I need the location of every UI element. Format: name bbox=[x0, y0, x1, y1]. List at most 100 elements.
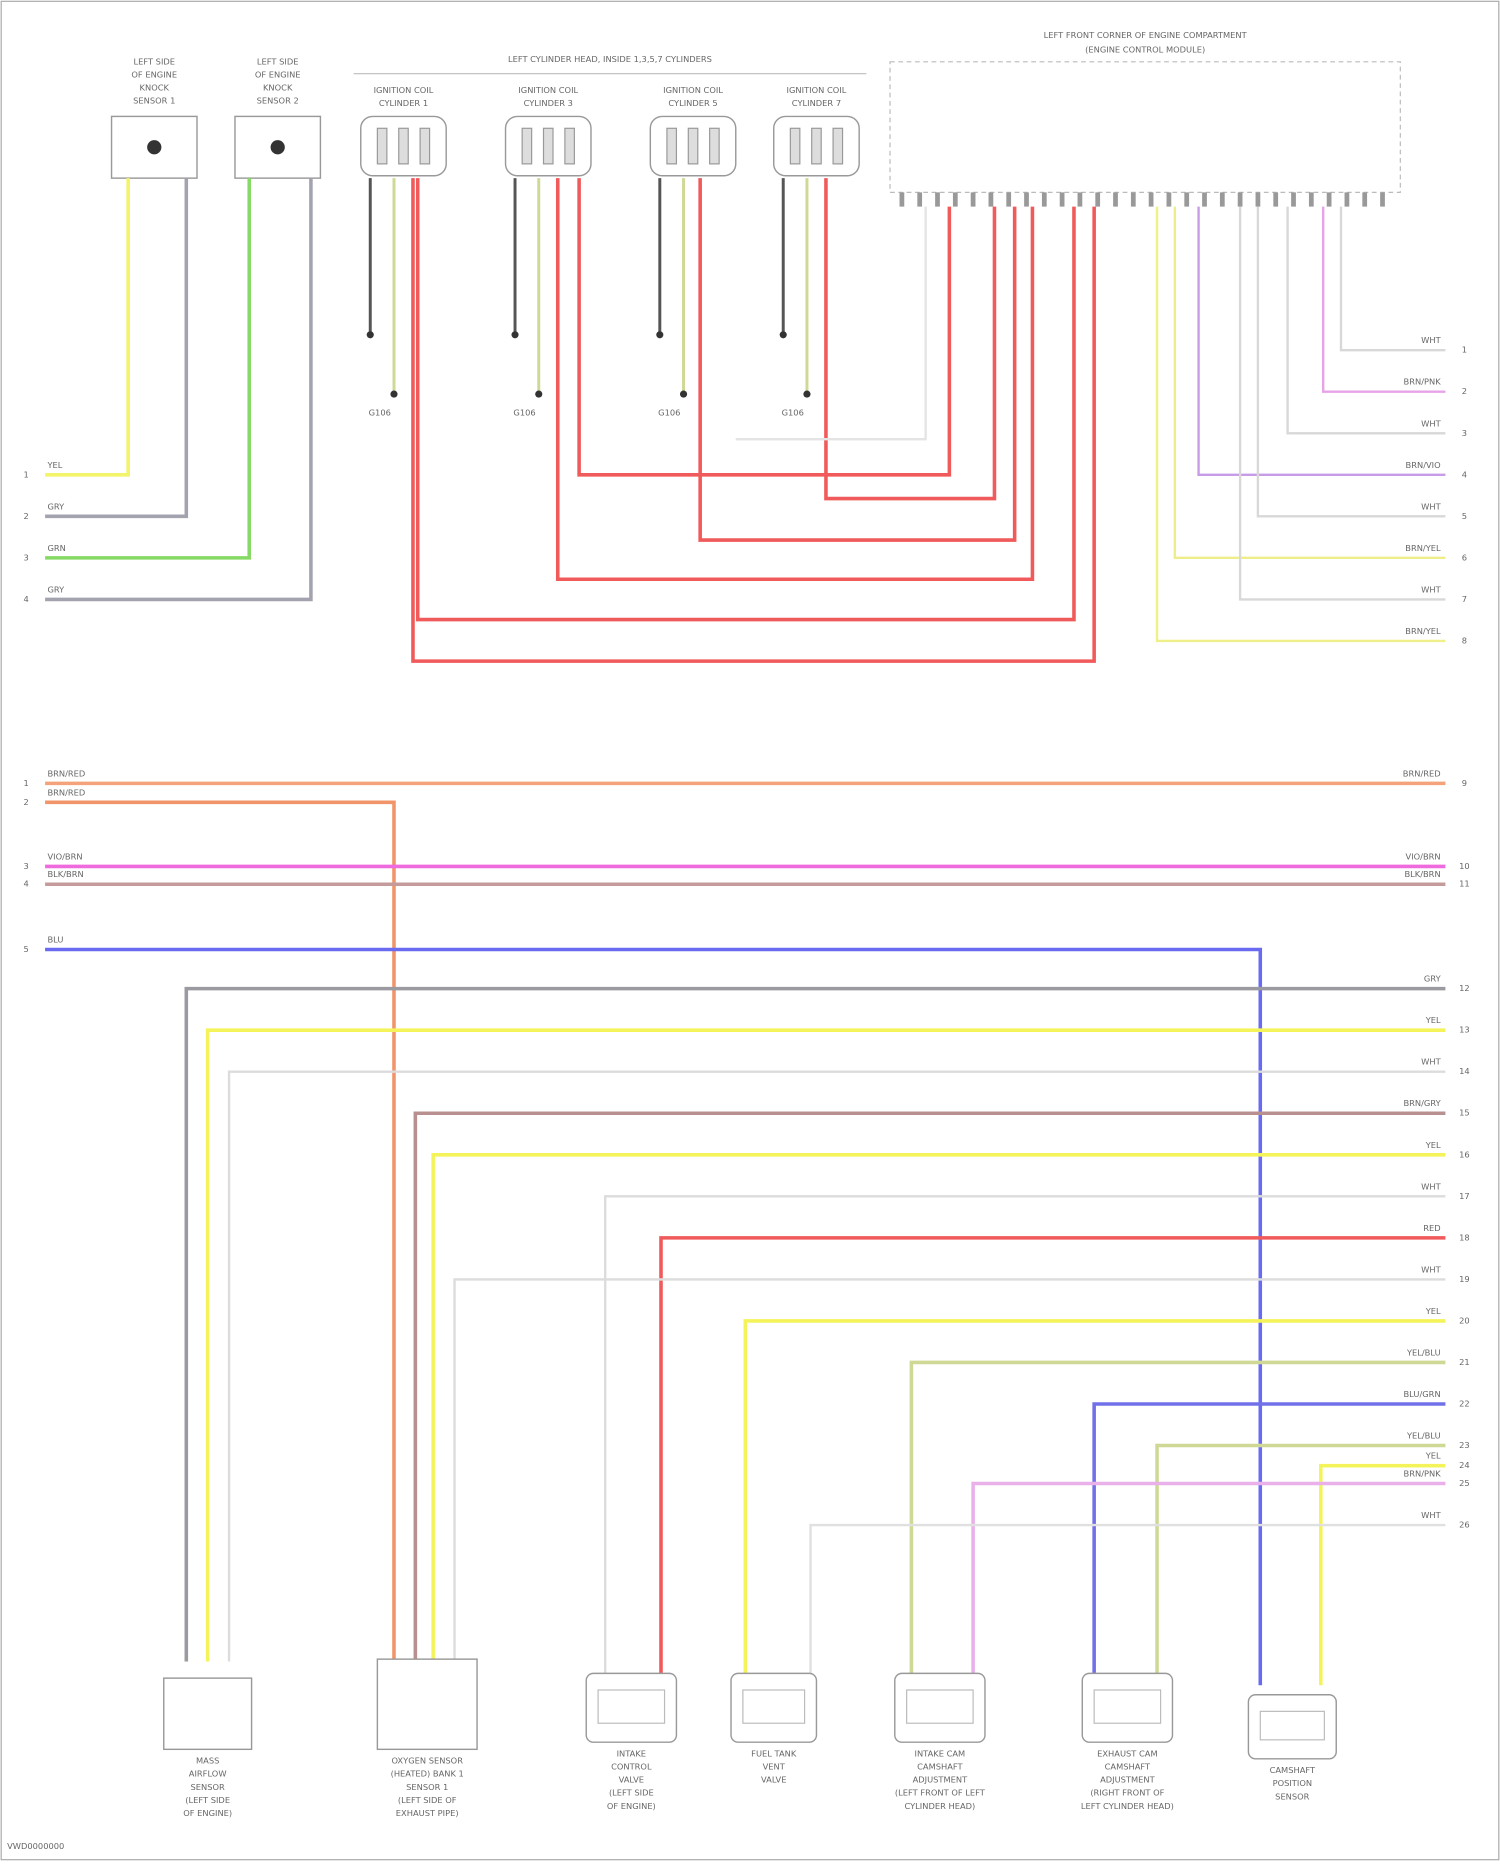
ecm-pin bbox=[1041, 192, 1047, 207]
component-label: OF ENGINE bbox=[255, 69, 301, 79]
coil-pin bbox=[789, 127, 801, 165]
component-label: (HEATED) BANK 1 bbox=[391, 1769, 464, 1779]
component-label: SENSOR bbox=[1275, 1791, 1310, 1801]
terminal-number: 17 bbox=[1459, 1191, 1470, 1201]
component-box bbox=[730, 1672, 818, 1743]
terminal-number: 2 bbox=[23, 797, 28, 807]
wire-label: WHT bbox=[1421, 1264, 1441, 1274]
wire-label: BRN/PNK bbox=[1404, 1469, 1442, 1479]
wire-label: WHT bbox=[1421, 584, 1441, 594]
coil-group-label: LEFT CYLINDER HEAD, INSIDE 1,3,5,7 CYLIN… bbox=[508, 54, 712, 64]
wire-label: WHT bbox=[1421, 335, 1441, 345]
wire-label: WHT bbox=[1421, 501, 1441, 511]
wire bbox=[45, 178, 130, 477]
ecm-pin bbox=[1362, 192, 1368, 207]
terminal-number: 4 bbox=[1462, 469, 1467, 479]
component-label: KNOCK bbox=[263, 82, 293, 92]
wire-label: GRY bbox=[47, 501, 65, 511]
component-label: CYLINDER 7 bbox=[792, 98, 841, 108]
terminal-number: 3 bbox=[23, 861, 28, 871]
wire-label: GRN bbox=[47, 543, 65, 553]
wire bbox=[577, 178, 952, 477]
terminal-number: 24 bbox=[1459, 1460, 1470, 1470]
terminal-number: 6 bbox=[1462, 552, 1467, 562]
wire bbox=[698, 178, 1017, 542]
wire bbox=[227, 1070, 1446, 1662]
component-label: CYLINDER 3 bbox=[524, 98, 573, 108]
terminal-number: 9 bbox=[1462, 778, 1467, 788]
component-label: VALVE bbox=[761, 1775, 786, 1785]
component-box bbox=[376, 1658, 478, 1751]
terminal-number: 14 bbox=[1459, 1066, 1470, 1076]
coil-pin bbox=[542, 127, 554, 165]
ecm-pin bbox=[1130, 192, 1136, 207]
wire bbox=[1155, 206, 1446, 643]
wire bbox=[453, 1278, 1446, 1662]
ecm-pin bbox=[1237, 192, 1243, 207]
ground-label: G106 bbox=[369, 408, 391, 418]
ecm-pin bbox=[1024, 192, 1029, 207]
component-label: IGNITION COIL bbox=[374, 85, 434, 95]
wire bbox=[743, 1319, 1446, 1674]
wire bbox=[659, 1236, 1446, 1674]
component-label: CONTROL bbox=[611, 1762, 652, 1772]
component-label: FUEL TANK bbox=[751, 1749, 797, 1759]
ecm-pin bbox=[1308, 192, 1314, 207]
wire bbox=[1155, 1443, 1446, 1674]
component-box bbox=[894, 1672, 986, 1743]
ground-dot bbox=[779, 331, 787, 339]
wire-label: BRN/RED bbox=[47, 768, 85, 778]
ground-label: G106 bbox=[658, 408, 680, 418]
wire-label: BLU/GRN bbox=[1403, 1389, 1440, 1399]
component-label: CAMSHAFT bbox=[1105, 1762, 1151, 1772]
wire bbox=[1286, 206, 1446, 435]
ground-label: G106 bbox=[782, 408, 804, 418]
terminal-number: 16 bbox=[1459, 1149, 1470, 1159]
component-label: OF ENGINE) bbox=[607, 1801, 656, 1811]
component-box bbox=[1081, 1672, 1174, 1743]
ecm-pin bbox=[988, 192, 994, 207]
wire bbox=[971, 1481, 1446, 1674]
terminal-number: 2 bbox=[1462, 386, 1467, 396]
wire-label: RED bbox=[1423, 1223, 1440, 1233]
component-label: OXYGEN SENSOR bbox=[391, 1756, 463, 1766]
component-label: SENSOR 1 bbox=[406, 1782, 448, 1792]
wire-label: WHT bbox=[1421, 1057, 1441, 1067]
terminal-number: 3 bbox=[1462, 428, 1467, 438]
ground-dot bbox=[656, 331, 664, 339]
component-box bbox=[163, 1677, 253, 1751]
wire-label: VIO/BRN bbox=[47, 851, 82, 861]
wire bbox=[45, 800, 396, 1662]
component-label: OF ENGINE bbox=[131, 69, 177, 79]
component-inner bbox=[742, 1689, 806, 1724]
ground-dot bbox=[679, 390, 688, 398]
wire bbox=[411, 178, 1096, 663]
component-label: IGNITION COIL bbox=[663, 85, 723, 95]
component-box bbox=[585, 1672, 678, 1743]
coil-pin bbox=[687, 127, 699, 165]
ecm-pin bbox=[1291, 192, 1296, 207]
wire bbox=[45, 947, 1263, 1686]
component-label: POSITION bbox=[1273, 1778, 1312, 1788]
wire bbox=[824, 178, 997, 501]
wire bbox=[415, 178, 1076, 622]
wire bbox=[1197, 206, 1446, 476]
terminal-number: 11 bbox=[1459, 879, 1470, 889]
wire bbox=[45, 178, 189, 519]
wire-label: WHT bbox=[1421, 418, 1441, 428]
wire bbox=[1092, 1402, 1446, 1674]
ecm-pin bbox=[1202, 192, 1207, 207]
component-label: VALVE bbox=[619, 1775, 644, 1785]
component-label: VENT bbox=[763, 1762, 786, 1772]
terminal-number: 3 bbox=[23, 552, 28, 562]
component-label: EXHAUST CAM bbox=[1097, 1749, 1158, 1759]
ecm-pin bbox=[1095, 192, 1101, 207]
sensor-icon bbox=[270, 140, 285, 155]
terminal-number: 2 bbox=[23, 511, 28, 521]
component-label: OF ENGINE) bbox=[183, 1808, 232, 1818]
coil-pin bbox=[419, 127, 431, 165]
component-label: ADJUSTMENT bbox=[1100, 1775, 1156, 1785]
component-label: (LEFT SIDE bbox=[609, 1788, 654, 1798]
ecm-pin bbox=[1273, 192, 1279, 207]
